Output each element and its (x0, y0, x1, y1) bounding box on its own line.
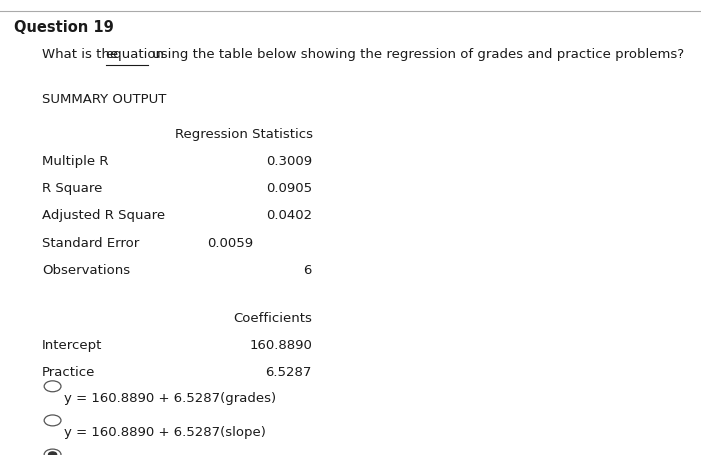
Text: Regression Statistics: Regression Statistics (175, 128, 313, 142)
Text: 0.0402: 0.0402 (266, 209, 312, 222)
Text: 6.5287: 6.5287 (266, 366, 312, 379)
Text: What is the: What is the (42, 48, 123, 61)
Text: 6: 6 (304, 264, 312, 277)
Text: y = 160.8890 + 6.5287(slope): y = 160.8890 + 6.5287(slope) (64, 426, 266, 440)
Text: 0.0905: 0.0905 (266, 182, 312, 195)
Text: Standard Error: Standard Error (42, 237, 139, 250)
Text: Adjusted R Square: Adjusted R Square (42, 209, 165, 222)
Circle shape (48, 452, 57, 455)
Text: using the table below showing the regression of grades and practice problems?: using the table below showing the regres… (148, 48, 684, 61)
Text: SUMMARY OUTPUT: SUMMARY OUTPUT (42, 93, 166, 106)
Text: Intercept: Intercept (42, 339, 102, 352)
Text: Question 19: Question 19 (14, 20, 114, 35)
Text: 160.8890: 160.8890 (249, 339, 312, 352)
Text: Coefficients: Coefficients (233, 312, 312, 325)
Text: Practice: Practice (42, 366, 95, 379)
Text: Multiple R: Multiple R (42, 155, 109, 168)
Text: Observations: Observations (42, 264, 130, 277)
Text: 0.0059: 0.0059 (207, 237, 253, 250)
Text: 0.3009: 0.3009 (266, 155, 312, 168)
Text: R Square: R Square (42, 182, 102, 195)
Text: y = 160.8890 + 6.5287(grades): y = 160.8890 + 6.5287(grades) (64, 392, 277, 405)
Text: equation: equation (106, 48, 165, 61)
